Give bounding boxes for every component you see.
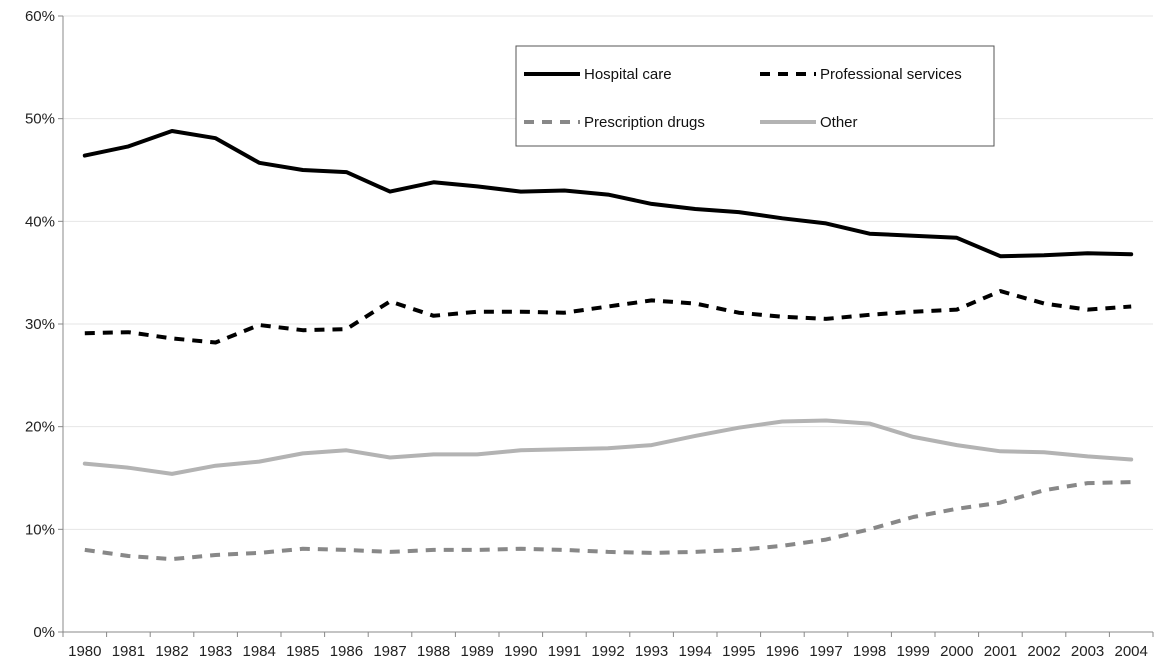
- y-tick-label: 30%: [25, 316, 55, 333]
- series-line-other: [82, 418, 1134, 476]
- y-tick-labels: 0% 10% 20% 30% 40% 50% 60%: [25, 8, 63, 641]
- x-tick-label: 1986: [330, 643, 363, 660]
- series-lines: [82, 129, 1134, 562]
- legend-label: Prescription drugs: [584, 114, 705, 131]
- y-tick-label: 40%: [25, 213, 55, 230]
- x-tick-label: 1993: [635, 643, 668, 660]
- legend-label: Professional services: [820, 66, 962, 83]
- x-tick-label: 1992: [591, 643, 624, 660]
- x-tick-label: 1995: [722, 643, 755, 660]
- x-tick-label: 1984: [243, 643, 276, 660]
- x-tick-label: 1998: [853, 643, 886, 660]
- y-tick-label: 0%: [33, 624, 55, 641]
- x-tick-label: 1997: [809, 643, 842, 660]
- y-tick-label: 60%: [25, 8, 55, 25]
- x-tick-label: 2002: [1027, 643, 1060, 660]
- x-tick-label: 2003: [1071, 643, 1104, 660]
- x-tick-label: 1981: [112, 643, 145, 660]
- x-tick-label: 1990: [504, 643, 537, 660]
- y-tick-label: 20%: [25, 419, 55, 436]
- x-tick-label: 1996: [766, 643, 799, 660]
- x-tick-label: 2004: [1115, 643, 1148, 660]
- x-tick-label: 1994: [679, 643, 712, 660]
- x-tick-label: 1988: [417, 643, 450, 660]
- y-tick-label: 10%: [25, 521, 55, 538]
- series-line-professional-services: [84, 289, 1132, 345]
- x-tick-label: 1985: [286, 643, 319, 660]
- y-tick-label: 50%: [25, 111, 55, 128]
- x-tick-labels: 1980 1981 1982 1983 1984 1985 1986 1987 1988 1989…: [62, 632, 1154, 660]
- x-tick-label: 2000: [940, 643, 973, 660]
- x-tick-label: 1999: [897, 643, 930, 660]
- x-tick-label: 1982: [155, 643, 188, 660]
- legend-box: [515, 45, 995, 147]
- x-tick-label: 1983: [199, 643, 232, 660]
- x-tick-label: 2001: [984, 643, 1017, 660]
- series-line-hospital-care: [82, 129, 1134, 259]
- x-tick-label: 1987: [373, 643, 406, 660]
- x-tick-label: 1991: [548, 643, 581, 660]
- series-line-prescription-drugs: [84, 480, 1132, 562]
- legend-label: Hospital care: [584, 66, 672, 83]
- legend: Hospital care Professional services Prescr…: [515, 45, 995, 147]
- legend-label: Other: [820, 114, 858, 131]
- x-tick-label: 1980: [68, 643, 101, 660]
- x-tick-label: 1989: [461, 643, 494, 660]
